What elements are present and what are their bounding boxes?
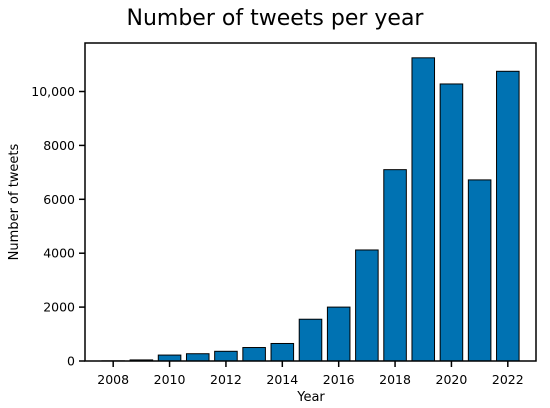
x-axis-label: Year bbox=[296, 390, 325, 405]
plot-frame bbox=[84, 42, 537, 362]
x-axis-ticks: 2008 2010 2012 2014 2016 2018 2020 2022 bbox=[97, 361, 524, 387]
bar-2021 bbox=[467, 179, 492, 362]
bar-2022 bbox=[496, 70, 520, 362]
bar-2018 bbox=[383, 169, 407, 362]
x-tick-label: 2020 bbox=[436, 372, 468, 387]
bar-2019 bbox=[411, 57, 436, 362]
bar-2012 bbox=[214, 350, 238, 362]
y-tick-label: 2000 bbox=[43, 300, 75, 315]
y-tick-label: 4000 bbox=[43, 246, 75, 261]
bar-2013 bbox=[242, 347, 266, 362]
y-tick-label: 0 bbox=[67, 354, 75, 369]
bar-2010 bbox=[157, 354, 182, 362]
x-tick-label: 2012 bbox=[210, 372, 242, 387]
y-axis-ticks: 0 2000 4000 6000 8000 10,000 bbox=[31, 84, 85, 369]
bar-2017 bbox=[355, 249, 379, 362]
x-tick-label: 2008 bbox=[97, 372, 129, 387]
bar-2016 bbox=[326, 306, 351, 362]
chart-title: Number of tweets per year bbox=[127, 6, 425, 31]
y-tick-label: 10,000 bbox=[31, 84, 75, 99]
bar-2020 bbox=[439, 83, 464, 362]
x-tick-label: 2010 bbox=[154, 372, 186, 387]
y-tick-label: 8000 bbox=[43, 138, 75, 153]
x-tick-label: 2022 bbox=[492, 372, 524, 387]
bar-2015 bbox=[298, 318, 323, 362]
x-tick-label: 2018 bbox=[379, 372, 411, 387]
x-tick-label: 2014 bbox=[266, 372, 298, 387]
y-tick-label: 6000 bbox=[43, 192, 75, 207]
bar-2011 bbox=[185, 353, 210, 362]
bar-2014 bbox=[270, 342, 295, 362]
bars-group bbox=[101, 57, 520, 362]
x-tick-label: 2016 bbox=[323, 372, 355, 387]
y-axis-label: Number of tweets bbox=[7, 143, 22, 260]
